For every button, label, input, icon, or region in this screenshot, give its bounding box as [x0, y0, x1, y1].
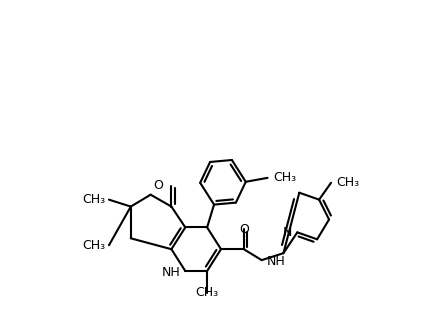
Text: CH₃: CH₃	[82, 193, 105, 206]
Text: N: N	[283, 226, 292, 239]
Text: CH₃: CH₃	[335, 176, 358, 189]
Text: O: O	[238, 223, 248, 236]
Text: CH₃: CH₃	[82, 239, 105, 252]
Text: NH: NH	[161, 266, 180, 279]
Text: O: O	[153, 179, 163, 192]
Text: CH₃: CH₃	[273, 171, 296, 184]
Text: CH₃: CH₃	[195, 286, 218, 299]
Text: NH: NH	[266, 255, 285, 268]
